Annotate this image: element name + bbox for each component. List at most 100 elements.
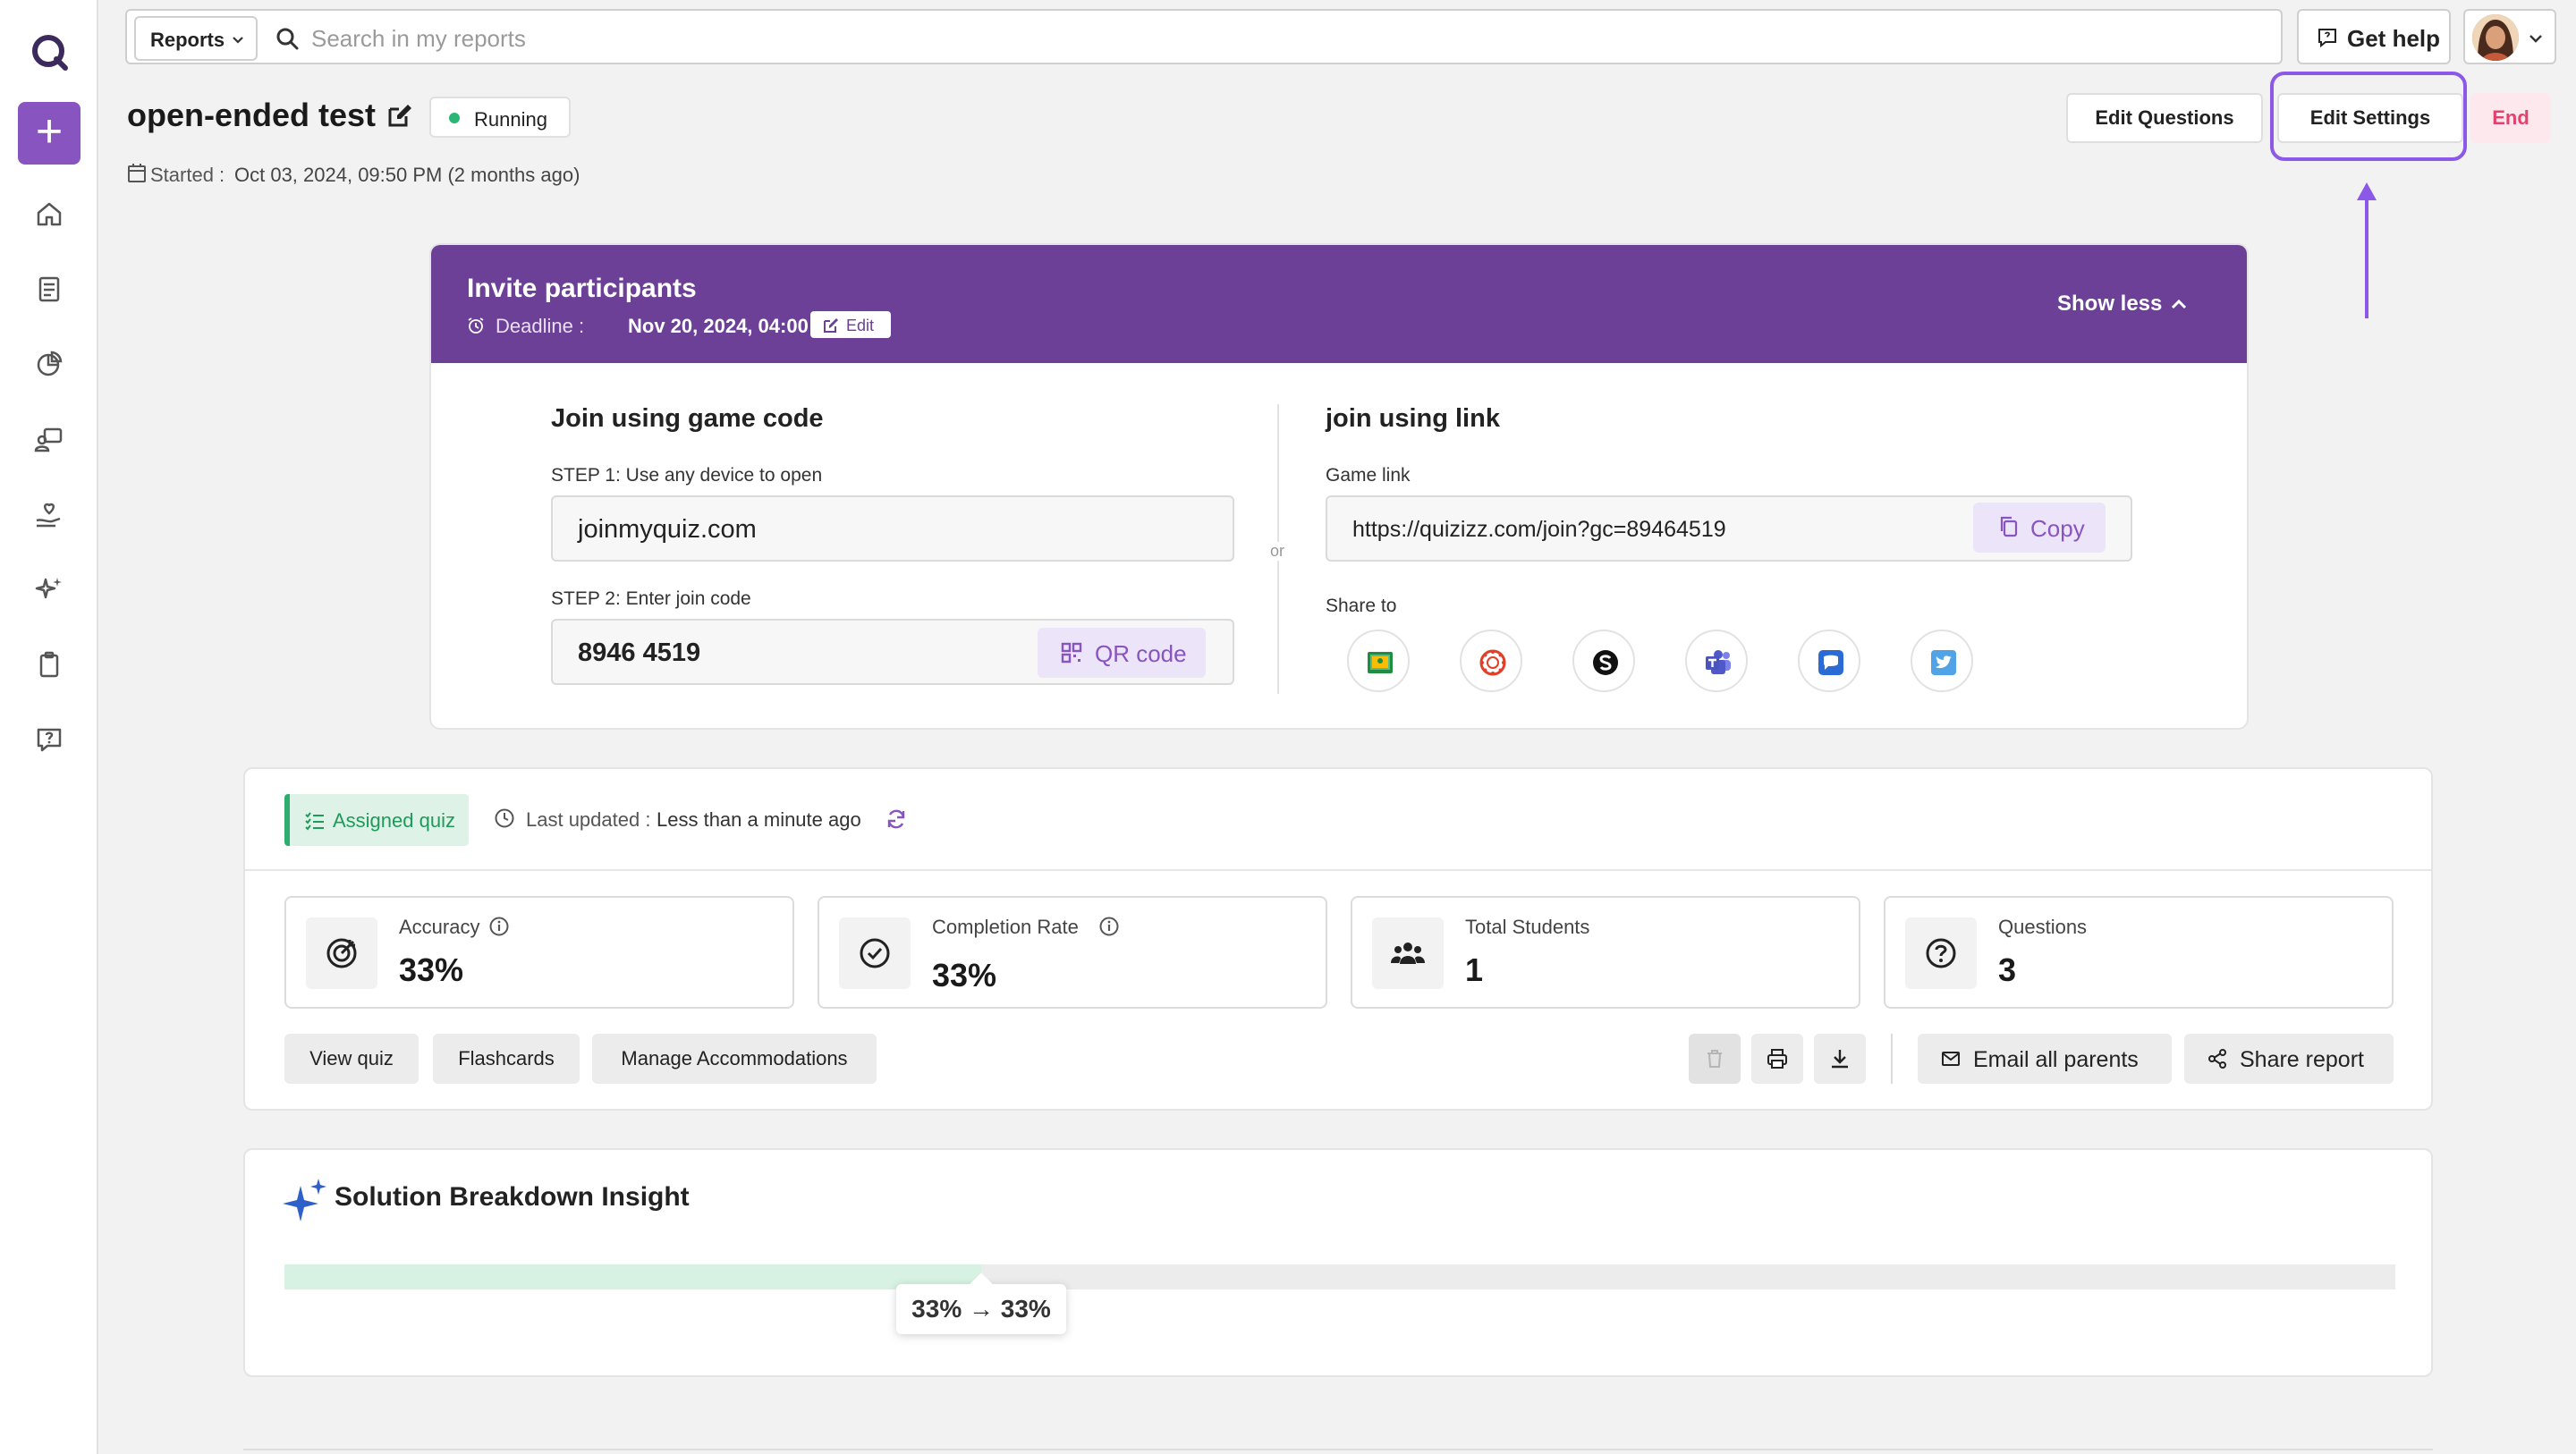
google-classroom-icon[interactable] [1347,630,1410,692]
qr-code-button[interactable]: QR code [1038,628,1206,678]
view-quiz-button[interactable]: View quiz [284,1034,419,1084]
invite-header: Invite participants Deadline : Nov 20, 2… [431,245,2247,363]
info-icon[interactable] [488,916,510,937]
edit-questions-button[interactable]: Edit Questions [2066,93,2263,143]
schoology-icon[interactable] [1572,630,1635,692]
email-all-parents-label: Email all parents [1973,1047,2139,1072]
status-dot [449,113,460,123]
solution-progress-bar [284,1264,2395,1289]
info-icon[interactable] [1098,916,1120,937]
questions-label: Questions [1998,916,2088,938]
step1-label: STEP 1: Use any device to open [551,465,823,486]
game-link-value: https://quizizz.com/join?gc=89464519 [1352,517,1726,542]
get-help-button[interactable]: Get help [2297,9,2451,64]
library-icon[interactable] [32,272,66,306]
edit-deadline-button[interactable]: Edit [810,311,891,338]
page-bottom-divider [243,1449,2433,1450]
ai-sparkle-icon[interactable] [32,572,66,606]
completion-rate-value: 33% [932,957,997,993]
clock-icon [495,808,514,828]
get-help-label: Get help [2347,25,2441,52]
check-circle-icon [860,938,890,968]
help-center-icon[interactable] [32,723,66,757]
total-students-label: Total Students [1465,916,1590,938]
copy-label: Copy [2030,515,2085,542]
reports-icon[interactable] [32,347,66,381]
qr-code-icon [1061,642,1082,664]
twitter-icon[interactable] [1911,630,1973,692]
accuracy-label: Accuracy [399,916,480,938]
step2-label: STEP 2: Enter join code [551,588,751,609]
search-icon [276,28,299,50]
qr-code-label: QR code [1095,640,1187,667]
calendar-icon [128,164,146,182]
search-input[interactable] [311,21,1653,55]
alarm-clock-icon [468,317,484,334]
classes-icon[interactable] [32,422,66,456]
manage-accommodations-button[interactable]: Manage Accommodations [592,1034,877,1084]
flashcards-button[interactable]: Flashcards [433,1034,580,1084]
printer-icon [1767,1049,1787,1069]
canvas-icon[interactable] [1460,630,1522,692]
questions-card: Questions 3 [1884,896,2394,1009]
edit-settings-button[interactable]: Edit Settings [2277,93,2463,143]
progress-tooltip: 33% → 33% [896,1284,1066,1334]
deadline-value: Nov 20, 2024, 04:00 PM [628,315,843,337]
students-icon-box [1372,917,1444,989]
top-bar: Reports Get help [125,9,2556,64]
copy-link-button[interactable]: Copy [1973,503,2106,553]
trash-icon [1707,1050,1722,1068]
deadline-label: Deadline : [496,315,585,337]
copy-icon [2000,516,2018,537]
completion-icon-box [839,917,911,989]
actions-divider [1891,1034,1893,1084]
search-box: Reports [125,9,2283,64]
join-link-title: join using link [1326,404,1500,433]
insight-title: Solution Breakdown Insight [335,1182,690,1212]
refresh-icon[interactable] [886,808,907,830]
users-icon [1391,943,1425,964]
join-code-value: 8946 4519 [578,638,701,667]
share-report-button[interactable]: Share report [2184,1034,2394,1084]
join-site-field[interactable]: joinmyquiz.com [551,495,1234,562]
create-button[interactable]: + [18,102,80,165]
quizizz-logo[interactable] [30,32,69,72]
chevron-up-icon [2171,299,2187,309]
share-report-label: Share report [2240,1047,2364,1072]
end-button[interactable]: End [2470,93,2551,143]
profile-menu[interactable] [2463,9,2556,64]
checklist-icon [305,812,324,831]
show-less-label: Show less [2057,292,2163,316]
status-badge: Running [429,97,571,138]
report-stats-card: Assigned quiz Last updated : Less than a… [243,767,2433,1111]
questions-value: 3 [1998,951,2017,988]
total-students-card: Total Students 1 [1351,896,1860,1009]
join-code-field[interactable]: 8946 4519 QR code [551,619,1234,685]
remind-icon[interactable] [1798,630,1860,692]
print-button[interactable] [1751,1034,1803,1084]
search-scope-select[interactable]: Reports [134,16,258,61]
accommodations-icon[interactable] [32,497,66,531]
solution-breakdown-card: Solution Breakdown Insight 33% → 33% [243,1148,2433,1377]
join-site-value: joinmyquiz.com [578,515,757,544]
download-button[interactable] [1814,1034,1866,1084]
edit-title-icon[interactable] [386,102,413,129]
game-link-label: Game link [1326,465,1411,486]
page-title: open-ended test [127,97,377,133]
delete-button[interactable] [1689,1034,1741,1084]
edit-settings-highlight [2270,72,2467,161]
microsoft-teams-icon[interactable] [1685,630,1748,692]
total-students-value: 1 [1465,951,1484,988]
home-icon[interactable] [32,197,66,231]
game-link-field[interactable]: https://quizizz.com/join?gc=89464519 Cop… [1326,495,2132,562]
started-label: Started : [150,164,225,186]
show-less-toggle[interactable]: Show less [2057,292,2187,317]
last-updated-label: Last updated : [526,808,651,831]
chevron-down-icon [2529,35,2542,43]
invite-participants-card: Invite participants Deadline : Nov 20, 2… [429,243,2249,730]
email-all-parents-button[interactable]: Email all parents [1918,1034,2172,1084]
share-icon [2208,1049,2226,1069]
clipboard-icon[interactable] [32,647,66,681]
edit-deadline-label: Edit [846,317,875,334]
assigned-quiz-badge: Assigned quiz [284,794,469,846]
